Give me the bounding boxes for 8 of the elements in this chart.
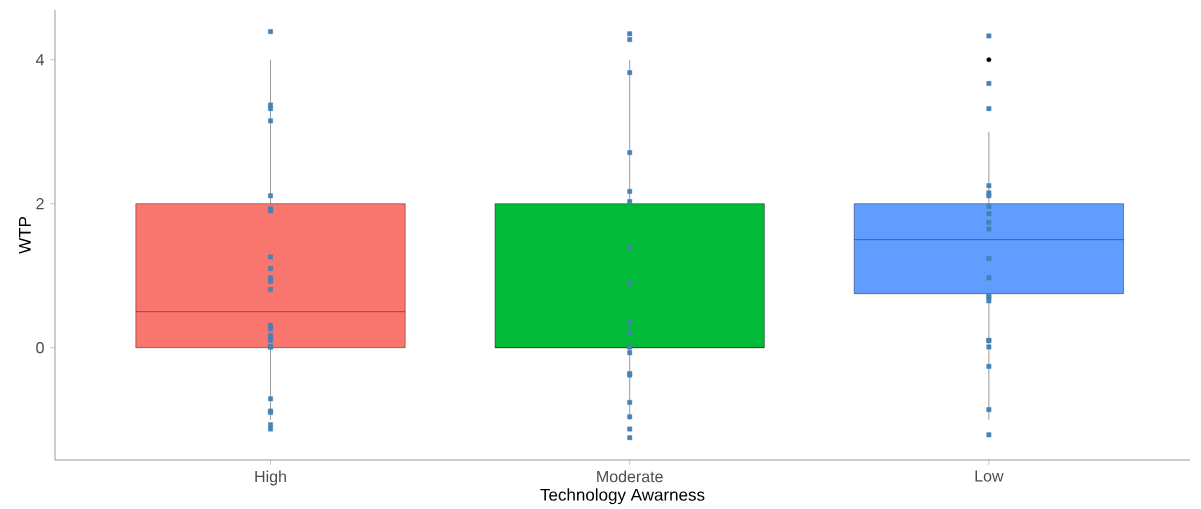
y-tick-label: 4 (35, 53, 44, 65)
x-axis-title: Technology Awarness (540, 488, 705, 504)
x-tick-label: Moderate (597, 470, 663, 483)
x-tick-label: Low (975, 470, 1004, 482)
y-tick-label: 0 (36, 341, 44, 354)
y-axis-title: WTP (19, 216, 31, 254)
y-tick-label: 2 (36, 197, 44, 210)
x-tick-label: High (255, 470, 286, 486)
